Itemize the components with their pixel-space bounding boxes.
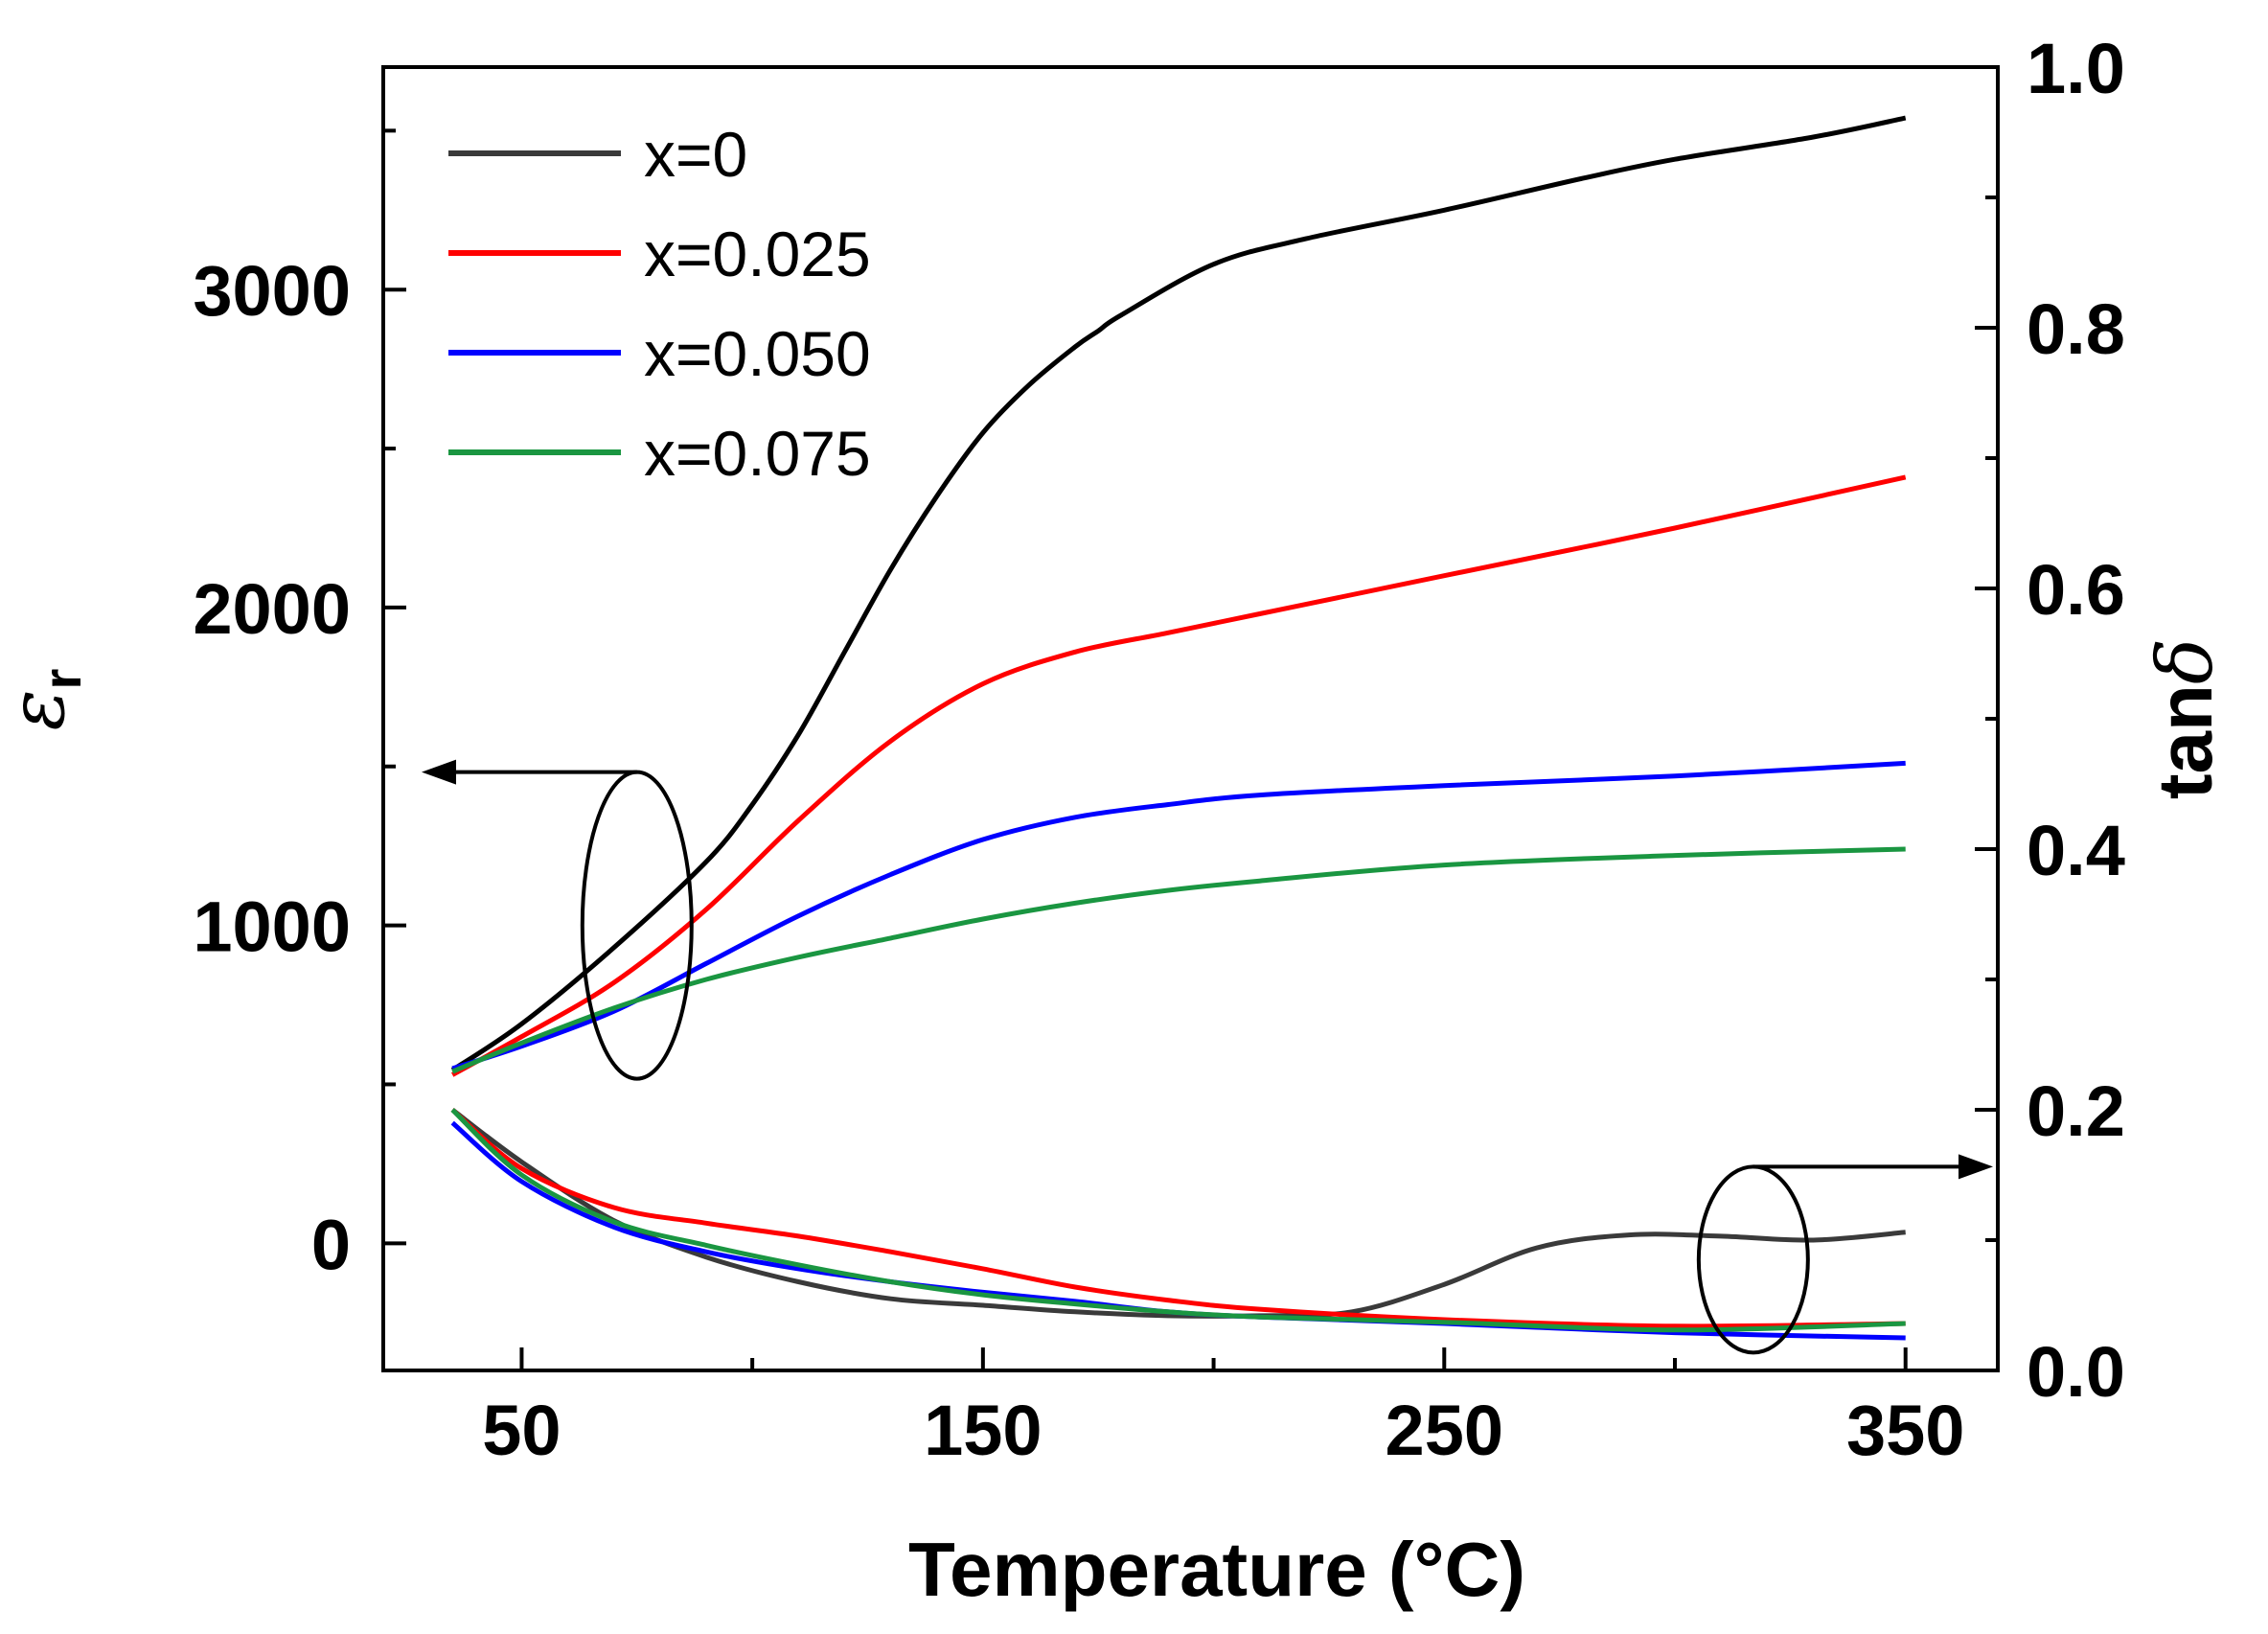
x-axis-title: Temperature (°C) [908,1527,1525,1612]
x-tick-label: 50 [482,1391,561,1470]
left-arrow-head [422,759,456,785]
right-arrow-head [1959,1154,1993,1180]
plot-frame [381,65,2000,1372]
tan-delta-line-1 [450,1108,1906,1329]
y-right-tick-label: 1.0 [2027,29,2125,108]
y-right-tick-label: 0.4 [2027,811,2125,890]
delta-symbol: δ [2141,638,2230,684]
y-left-tick-label: 2000 [193,569,351,649]
x-tick-label: 250 [1386,1391,1503,1470]
permittivity-line-3 [451,846,1906,1074]
legend-label-3: x=0.075 [644,418,871,489]
tan-delta-line-0 [450,1108,1906,1319]
y-axis-left-title: εr [0,669,92,731]
y-left-tick-label: 3000 [193,251,351,331]
permittivity-line-1 [451,474,1907,1077]
tan-delta-line-3 [450,1108,1906,1333]
y-axis-right-title: tanδ [2141,638,2230,799]
y-right-tick-label: 0.8 [2027,289,2125,369]
y-left-tick-label: 1000 [193,887,351,967]
epsilon-subscript: r [32,669,92,690]
y-right-tick-label: 0.0 [2027,1332,2125,1412]
epsilon-symbol: ε [0,689,81,730]
y-right-tick-label: 0.2 [2027,1071,2125,1151]
legend-label-2: x=0.050 [644,318,871,389]
x-tick-label: 150 [924,1391,1042,1470]
permittivity-line-2 [451,760,1906,1071]
legend-label-0: x=0 [644,119,747,190]
y-left-tick-label: 0 [311,1205,351,1284]
x-tick-label: 350 [1846,1391,1964,1470]
tan-label: tan [2142,684,2228,799]
tan-delta-line-2 [450,1120,1906,1341]
y-right-tick-label: 0.6 [2027,550,2125,630]
legend-label-1: x=0.025 [644,219,871,289]
permittivity-line-0 [450,115,1907,1072]
